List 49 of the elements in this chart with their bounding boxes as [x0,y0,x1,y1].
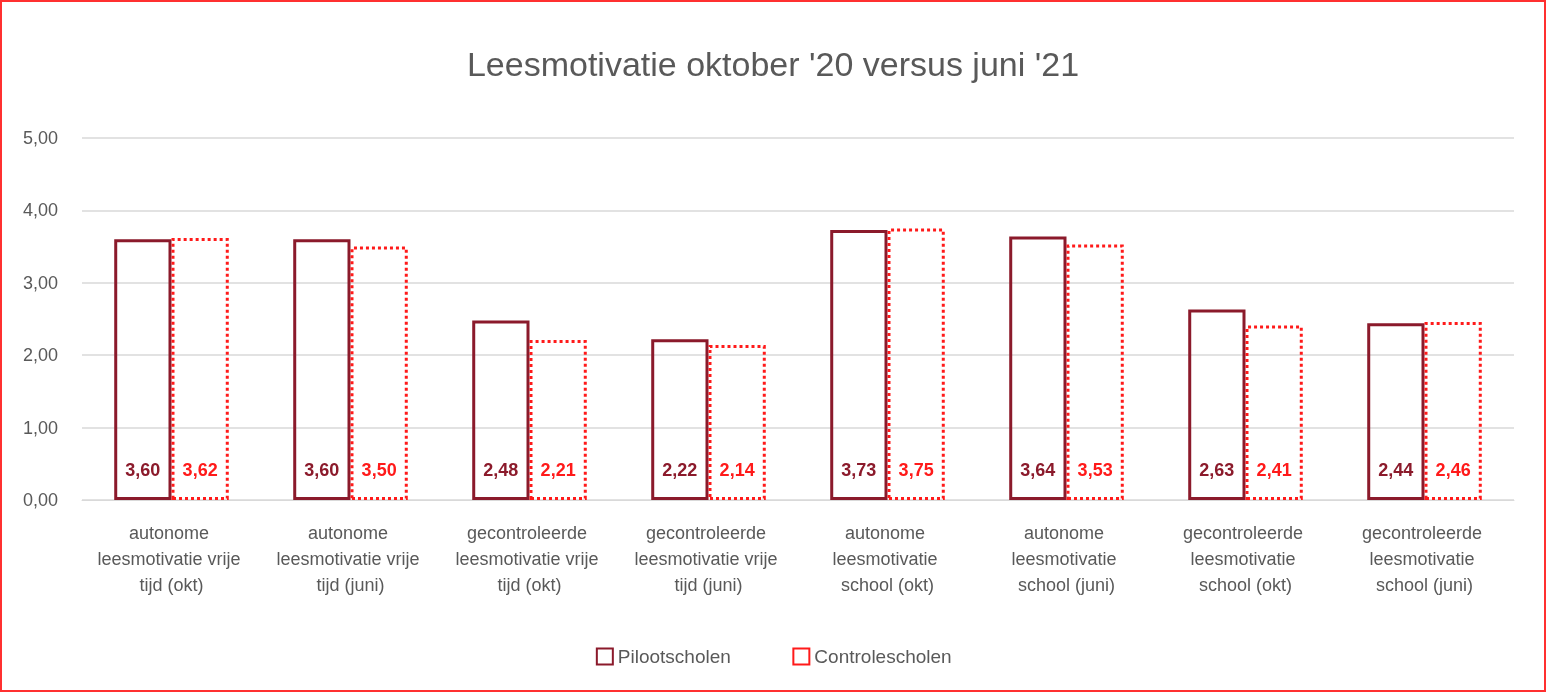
data-label: 3,62 [182,460,218,480]
y-tick-label: 1,00 [22,417,58,438]
bar [1245,325,1303,500]
x-tick-label: gecontroleerde leesmotivatie vrije tijd (juni) [634,523,783,595]
legend-label: Controlescholen [814,646,952,667]
data-label: 3,64 [1020,460,1056,480]
x-tick-label: gecontroleerde leesmotivatie vrije tijd (okt) [455,523,604,595]
x-tick-label: gecontroleerde leesmotivatie school (juni) [1361,523,1488,595]
chart-title: Leesmotivatie oktober '20 versus juni '21 [466,45,1080,83]
bar [171,237,229,500]
y-tick-label: 4,00 [22,200,58,221]
data-label: 2,14 [719,460,755,480]
x-tick-label: autonome leesmotivatie school (juni) [1011,523,1122,595]
data-label: 3,53 [1077,460,1113,480]
y-tick-label: 0,00 [22,490,58,510]
bar [114,239,172,500]
y-tick-label: 2,00 [22,345,58,366]
data-label: 2,44 [1378,460,1414,480]
data-label: 2,48 [483,460,519,480]
bar [651,339,709,500]
data-label: 2,46 [1435,460,1471,480]
data-label: 2,63 [1199,460,1235,480]
bar [1009,236,1067,500]
bar [708,345,766,500]
bar [293,239,351,500]
bar [1424,321,1482,500]
bar [472,320,530,500]
x-tick-label: autonome leesmotivatie vrije tijd (okt) [97,523,246,595]
data-label: 3,50 [361,460,397,480]
data-label: 3,60 [304,460,340,480]
data-label: 3,60 [125,460,161,480]
bar [887,228,945,500]
y-tick-label: 3,00 [22,272,58,293]
bar [529,340,587,500]
bar [350,246,408,500]
bar [1066,244,1124,500]
data-label: 3,75 [898,460,934,480]
x-tick-label: autonome leesmotivatie vrije tijd (juni) [276,523,425,595]
data-label: 2,22 [662,460,698,480]
data-label: 2,41 [1256,460,1292,480]
bar [830,229,888,500]
y-tick-label: 5,00 [22,128,58,148]
legend-label: Pilootscholen [617,646,731,667]
data-label: 2,21 [540,460,576,480]
bar [1188,309,1246,500]
x-tick-label: autonome leesmotivatie school (okt) [832,523,943,595]
x-tick-label: gecontroleerde leesmotivatie school (okt) [1182,523,1309,595]
data-label: 3,73 [841,460,877,480]
bar [1367,323,1425,500]
